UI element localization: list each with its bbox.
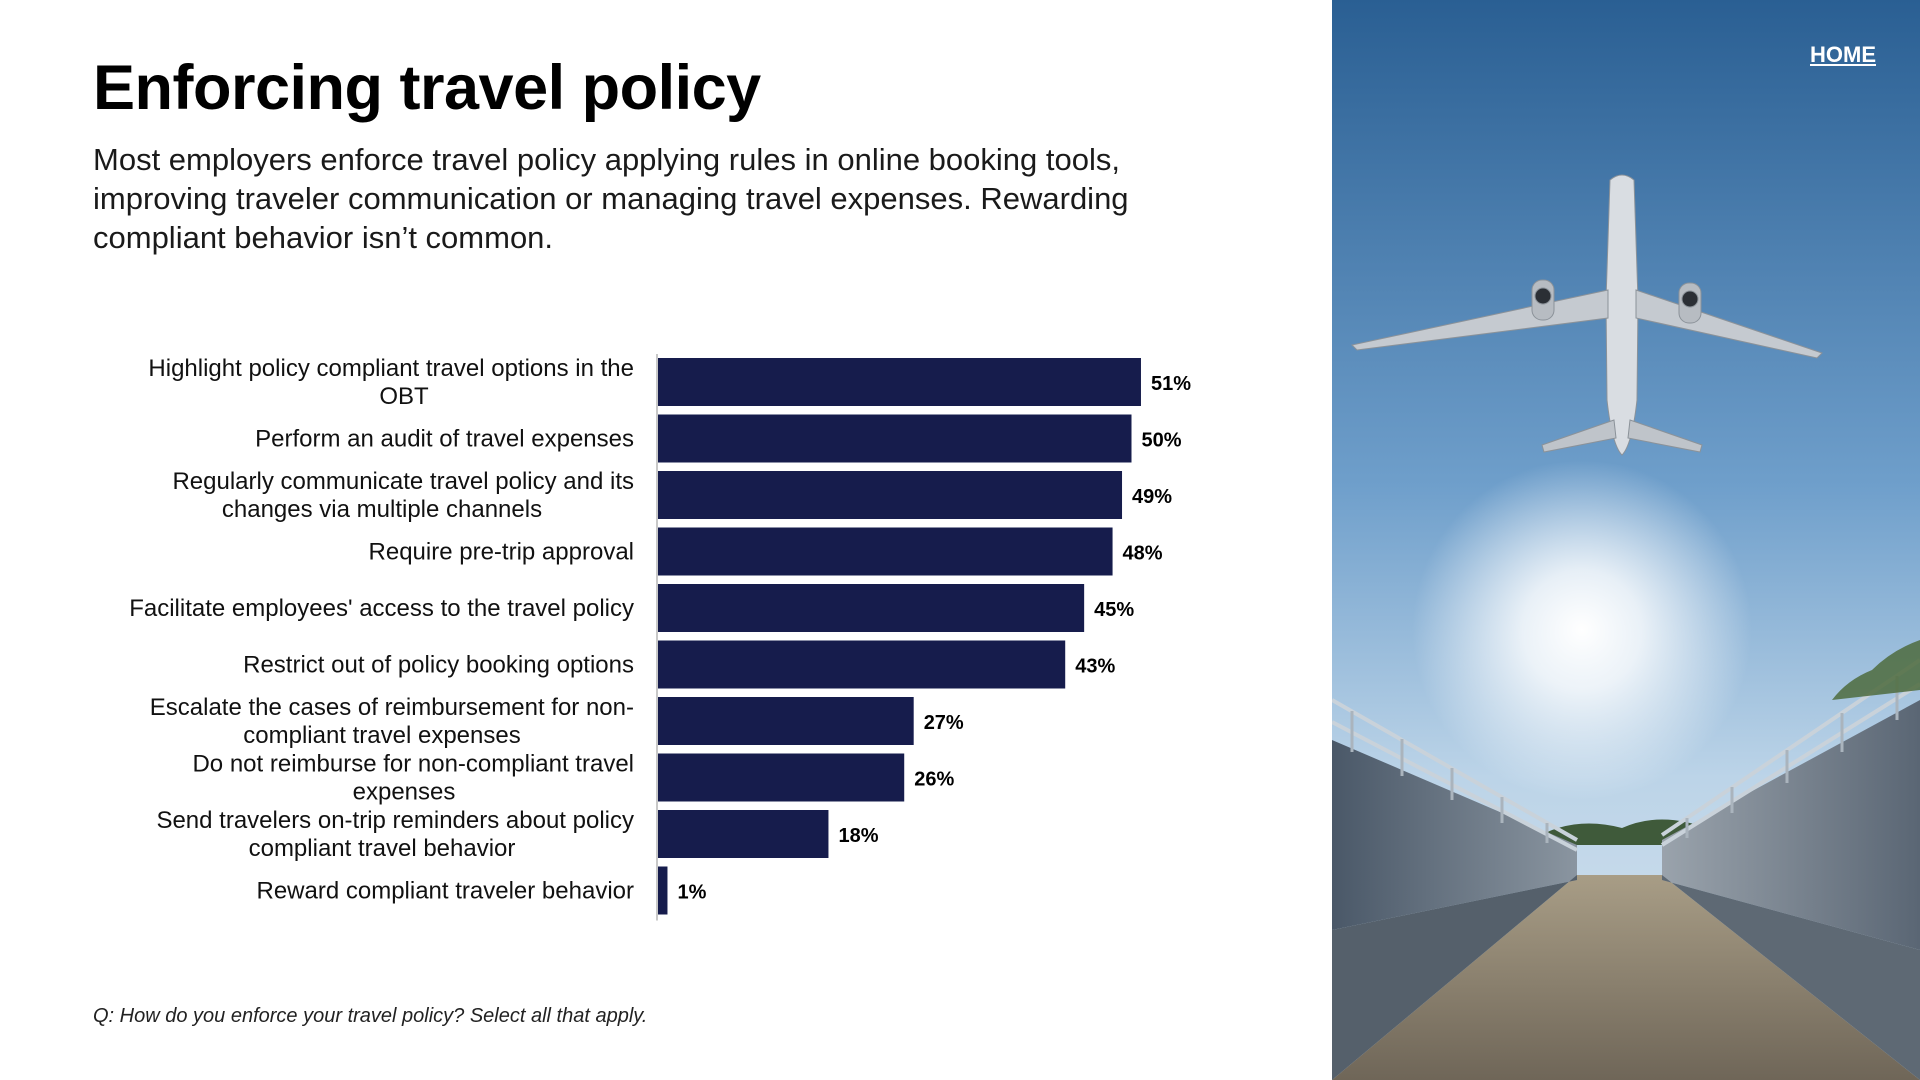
category-label-4-line-0: Facilitate employees' access to the trav… [129,595,634,622]
category-label-5: Restrict out of policy booking options [243,652,634,679]
bar-value-label-6: 27% [924,712,964,734]
category-label-5-line-0: Restrict out of policy booking options [243,652,634,679]
bar-value-label-4: 45% [1094,599,1134,621]
bar-5 [658,640,1066,689]
airplane-photo: HOME [1332,0,1920,1080]
category-label-6-line-1: compliant travel expenses [243,722,520,749]
category-label-7: Do not reimburse for non-compliant trave… [192,751,634,806]
category-label-0-line-0: Highlight policy compliant travel option… [148,355,634,382]
category-label-8: Send travelers on-trip reminders about p… [156,807,634,862]
category-label-8-line-0: Send travelers on-trip reminders about p… [156,807,634,834]
category-label-4: Facilitate employees' access to the trav… [129,595,634,622]
category-label-9: Reward compliant traveler behavior [256,878,634,905]
category-label-6: Escalate the cases of reimbursement for … [150,694,634,749]
bar-value-label-7: 26% [914,769,954,791]
survey-question-footnote: Q: How do you enforce your travel policy… [93,1005,648,1027]
category-label-3-line-0: Require pre-trip approval [369,539,634,566]
category-label-8-line-1: compliant travel behavior [249,835,516,862]
bar-value-label-3: 48% [1123,543,1163,565]
bar-3 [658,527,1113,576]
bar-2 [658,471,1123,519]
bar-8 [658,810,829,858]
category-label-7-line-0: Do not reimburse for non-compliant trave… [192,751,634,778]
category-label-6-line-0: Escalate the cases of reimbursement for … [150,694,634,721]
bar-value-label-2: 49% [1132,486,1172,508]
bar-1 [658,414,1132,463]
category-label-7-line-1: expenses [353,779,456,806]
bar-6 [658,697,914,745]
category-label-1: Perform an audit of travel expenses [255,426,634,453]
category-label-9-line-0: Reward compliant traveler behavior [256,878,634,905]
bar-value-label-1: 50% [1142,430,1182,452]
category-label-0-line-1: OBT [379,383,429,410]
bar-chart: 51% Highlight policy compliant travel opt… [129,354,1191,921]
category-label-0: Highlight policy compliant travel option… [148,355,634,410]
bar-9 [658,866,668,915]
home-link[interactable]: HOME [1810,42,1876,67]
category-label-2: Regularly communicate travel policy and … [172,468,634,523]
bar-0 [658,358,1141,406]
category-label-2-line-0: Regularly communicate travel policy and … [172,468,634,495]
bar-value-label-8: 18% [838,825,878,847]
category-label-2-line-1: changes via multiple channels [222,496,542,523]
bar-7 [658,753,905,802]
category-label-1-line-0: Perform an audit of travel expenses [255,426,634,453]
airplane-over-bridge-photo-icon [1332,0,1920,1080]
bar-value-label-5: 43% [1075,656,1115,678]
page-title: Enforcing travel policy [93,53,761,123]
content-panel: Enforcing travel policy Most employers e… [93,53,1191,1027]
bar-value-label-9: 1% [677,882,706,904]
bar-4 [658,584,1085,632]
category-label-3: Require pre-trip approval [369,539,634,566]
bar-value-label-0: 51% [1151,373,1191,395]
page-subtitle: Most employers enforce travel policy app… [93,142,1129,255]
